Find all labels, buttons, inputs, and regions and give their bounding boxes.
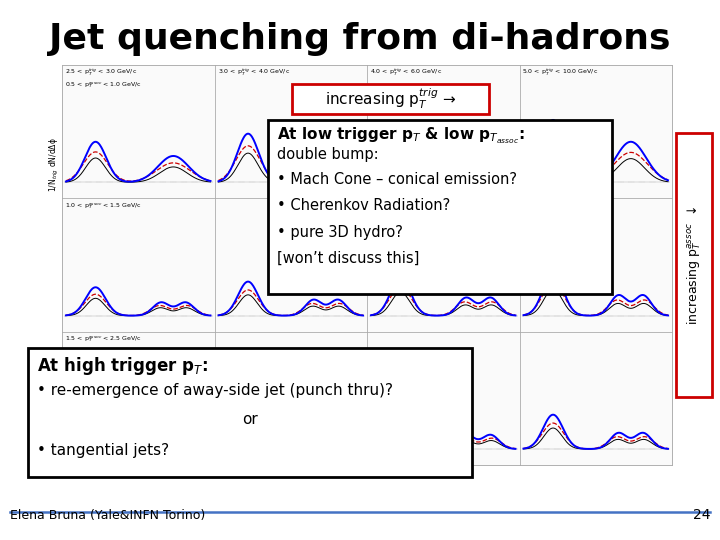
Bar (367, 198, 520, 332)
Bar (520, 198, 672, 332)
Text: [won’t discuss this]: [won’t discuss this] (277, 251, 419, 266)
Text: • tangential jets?: • tangential jets? (37, 442, 169, 457)
Text: 1.5 < p$_T^{assoc}$ < 2.5 GeV/c: 1.5 < p$_T^{assoc}$ < 2.5 GeV/c (65, 335, 142, 345)
Text: increasing p$_T^{assoc}$  ↓: increasing p$_T^{assoc}$ ↓ (685, 205, 703, 325)
Text: 1/N$_{trig}$ dN/dΔϕ: 1/N$_{trig}$ dN/dΔϕ (48, 138, 60, 192)
Text: 2.5 < p$_T^{trig}$ < 3.0 GeV/c
0.5 < p$_T^{assoc}$ < 1.0 GeV/c: 2.5 < p$_T^{trig}$ < 3.0 GeV/c 0.5 < p$_… (65, 67, 142, 90)
Text: 3.0 < p$_T^{trig}$ < 4.0 GeV/c: 3.0 < p$_T^{trig}$ < 4.0 GeV/c (217, 67, 289, 78)
Bar (367, 65, 520, 198)
Bar (62, 65, 215, 198)
Bar (215, 332, 367, 465)
Text: 4.0 < p$_T^{trig}$ < 6.0 GeV/c: 4.0 < p$_T^{trig}$ < 6.0 GeV/c (370, 67, 442, 78)
Text: 5.0 < p$_T^{trig}$ < 10.0 GeV/c: 5.0 < p$_T^{trig}$ < 10.0 GeV/c (523, 67, 598, 78)
Text: • re-emergence of away-side jet (punch thru)?: • re-emergence of away-side jet (punch t… (37, 382, 393, 397)
Text: 24: 24 (693, 508, 710, 522)
Text: At low trigger p$_T$ & low p$_{T_{assoc}}$:: At low trigger p$_T$ & low p$_{T_{assoc}… (277, 126, 524, 146)
Text: • pure 3D hydro?: • pure 3D hydro? (277, 225, 403, 240)
FancyBboxPatch shape (28, 348, 472, 477)
Text: increasing p$_T^{trig}$ →: increasing p$_T^{trig}$ → (325, 86, 456, 111)
Bar (215, 65, 367, 198)
Bar (215, 198, 367, 332)
Text: 1.0 < p$_T^{assoc}$ < 1.5 GeV/c: 1.0 < p$_T^{assoc}$ < 1.5 GeV/c (65, 201, 142, 211)
Bar (367, 332, 520, 465)
Bar (62, 198, 215, 332)
FancyBboxPatch shape (292, 84, 489, 114)
Text: • Cherenkov Radiation?: • Cherenkov Radiation? (277, 199, 450, 213)
FancyBboxPatch shape (676, 133, 712, 397)
FancyBboxPatch shape (268, 120, 612, 294)
Bar (520, 65, 672, 198)
Text: Jet quenching from di-hadrons: Jet quenching from di-hadrons (49, 22, 671, 56)
Text: At high trigger p$_T$:: At high trigger p$_T$: (37, 355, 208, 377)
Bar (520, 332, 672, 465)
Text: Elena Bruna (Yale&INFN Torino): Elena Bruna (Yale&INFN Torino) (10, 509, 205, 522)
Bar (62, 332, 215, 465)
Text: or: or (242, 413, 258, 428)
Bar (62, 65, 672, 465)
Text: • Mach Cone – conical emission?: • Mach Cone – conical emission? (277, 172, 517, 187)
Text: double bump:: double bump: (277, 146, 379, 161)
